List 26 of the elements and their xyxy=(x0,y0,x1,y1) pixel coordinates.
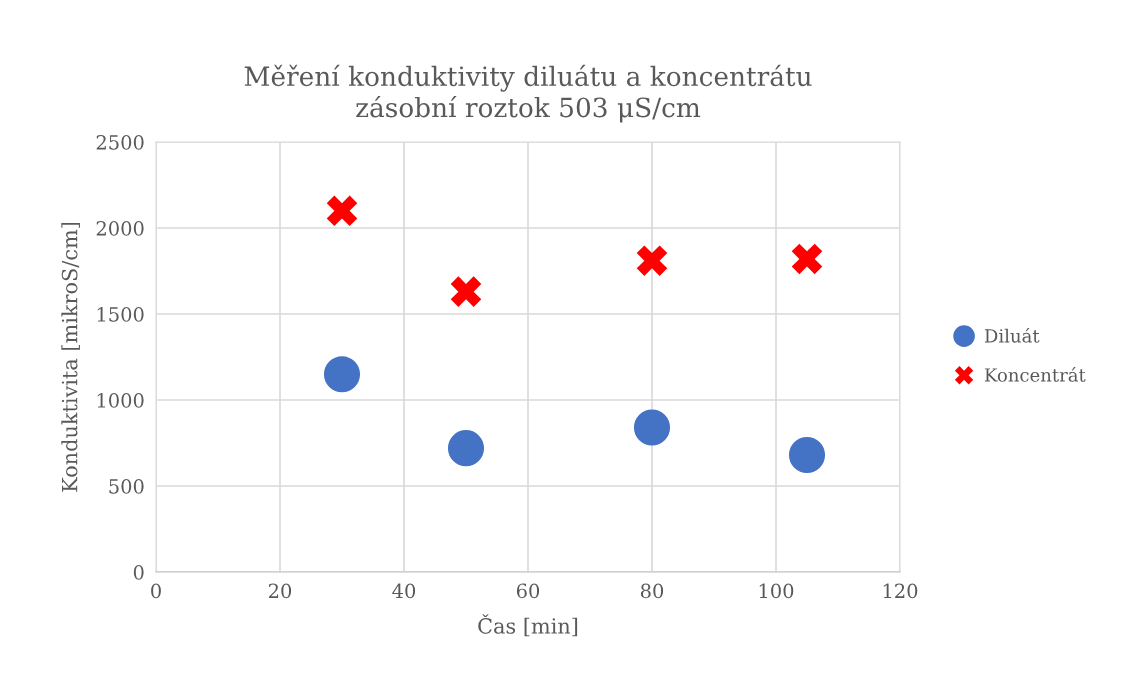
point xyxy=(450,276,482,307)
y-tick-label: 2000 xyxy=(96,220,144,236)
x-axis-title: Čas [min] xyxy=(478,614,578,637)
point xyxy=(323,356,361,393)
point xyxy=(447,430,485,467)
legend-label: Diluát xyxy=(984,327,1040,343)
legend-label: Koncentrát xyxy=(984,367,1086,382)
y-tick-label: 1500 xyxy=(97,306,144,322)
point xyxy=(633,409,671,446)
chart-title: Měření konduktivity diluátu a koncentrátu zásobní roztok 503 μS/cm xyxy=(244,64,812,123)
point xyxy=(791,243,823,275)
point xyxy=(326,195,358,227)
y-tick-label: 0 xyxy=(133,564,144,580)
x-tick-label: 80 xyxy=(640,583,664,599)
point xyxy=(788,436,826,474)
y-tick-label: 500 xyxy=(109,478,144,494)
x-tick-label: 120 xyxy=(883,583,918,599)
y-tick-label: 2500 xyxy=(96,134,144,150)
x-tick-label: 60 xyxy=(516,583,540,599)
y-tick-label: 1000 xyxy=(97,392,144,408)
y-axis-title: Konduktivita [mikroS/cm] xyxy=(61,222,80,492)
x-tick-label: 20 xyxy=(268,583,292,599)
point xyxy=(636,245,668,276)
x-tick-label: 0 xyxy=(151,583,161,599)
x-tick-label: 40 xyxy=(392,583,416,599)
x-tick-label: 100 xyxy=(759,583,794,599)
